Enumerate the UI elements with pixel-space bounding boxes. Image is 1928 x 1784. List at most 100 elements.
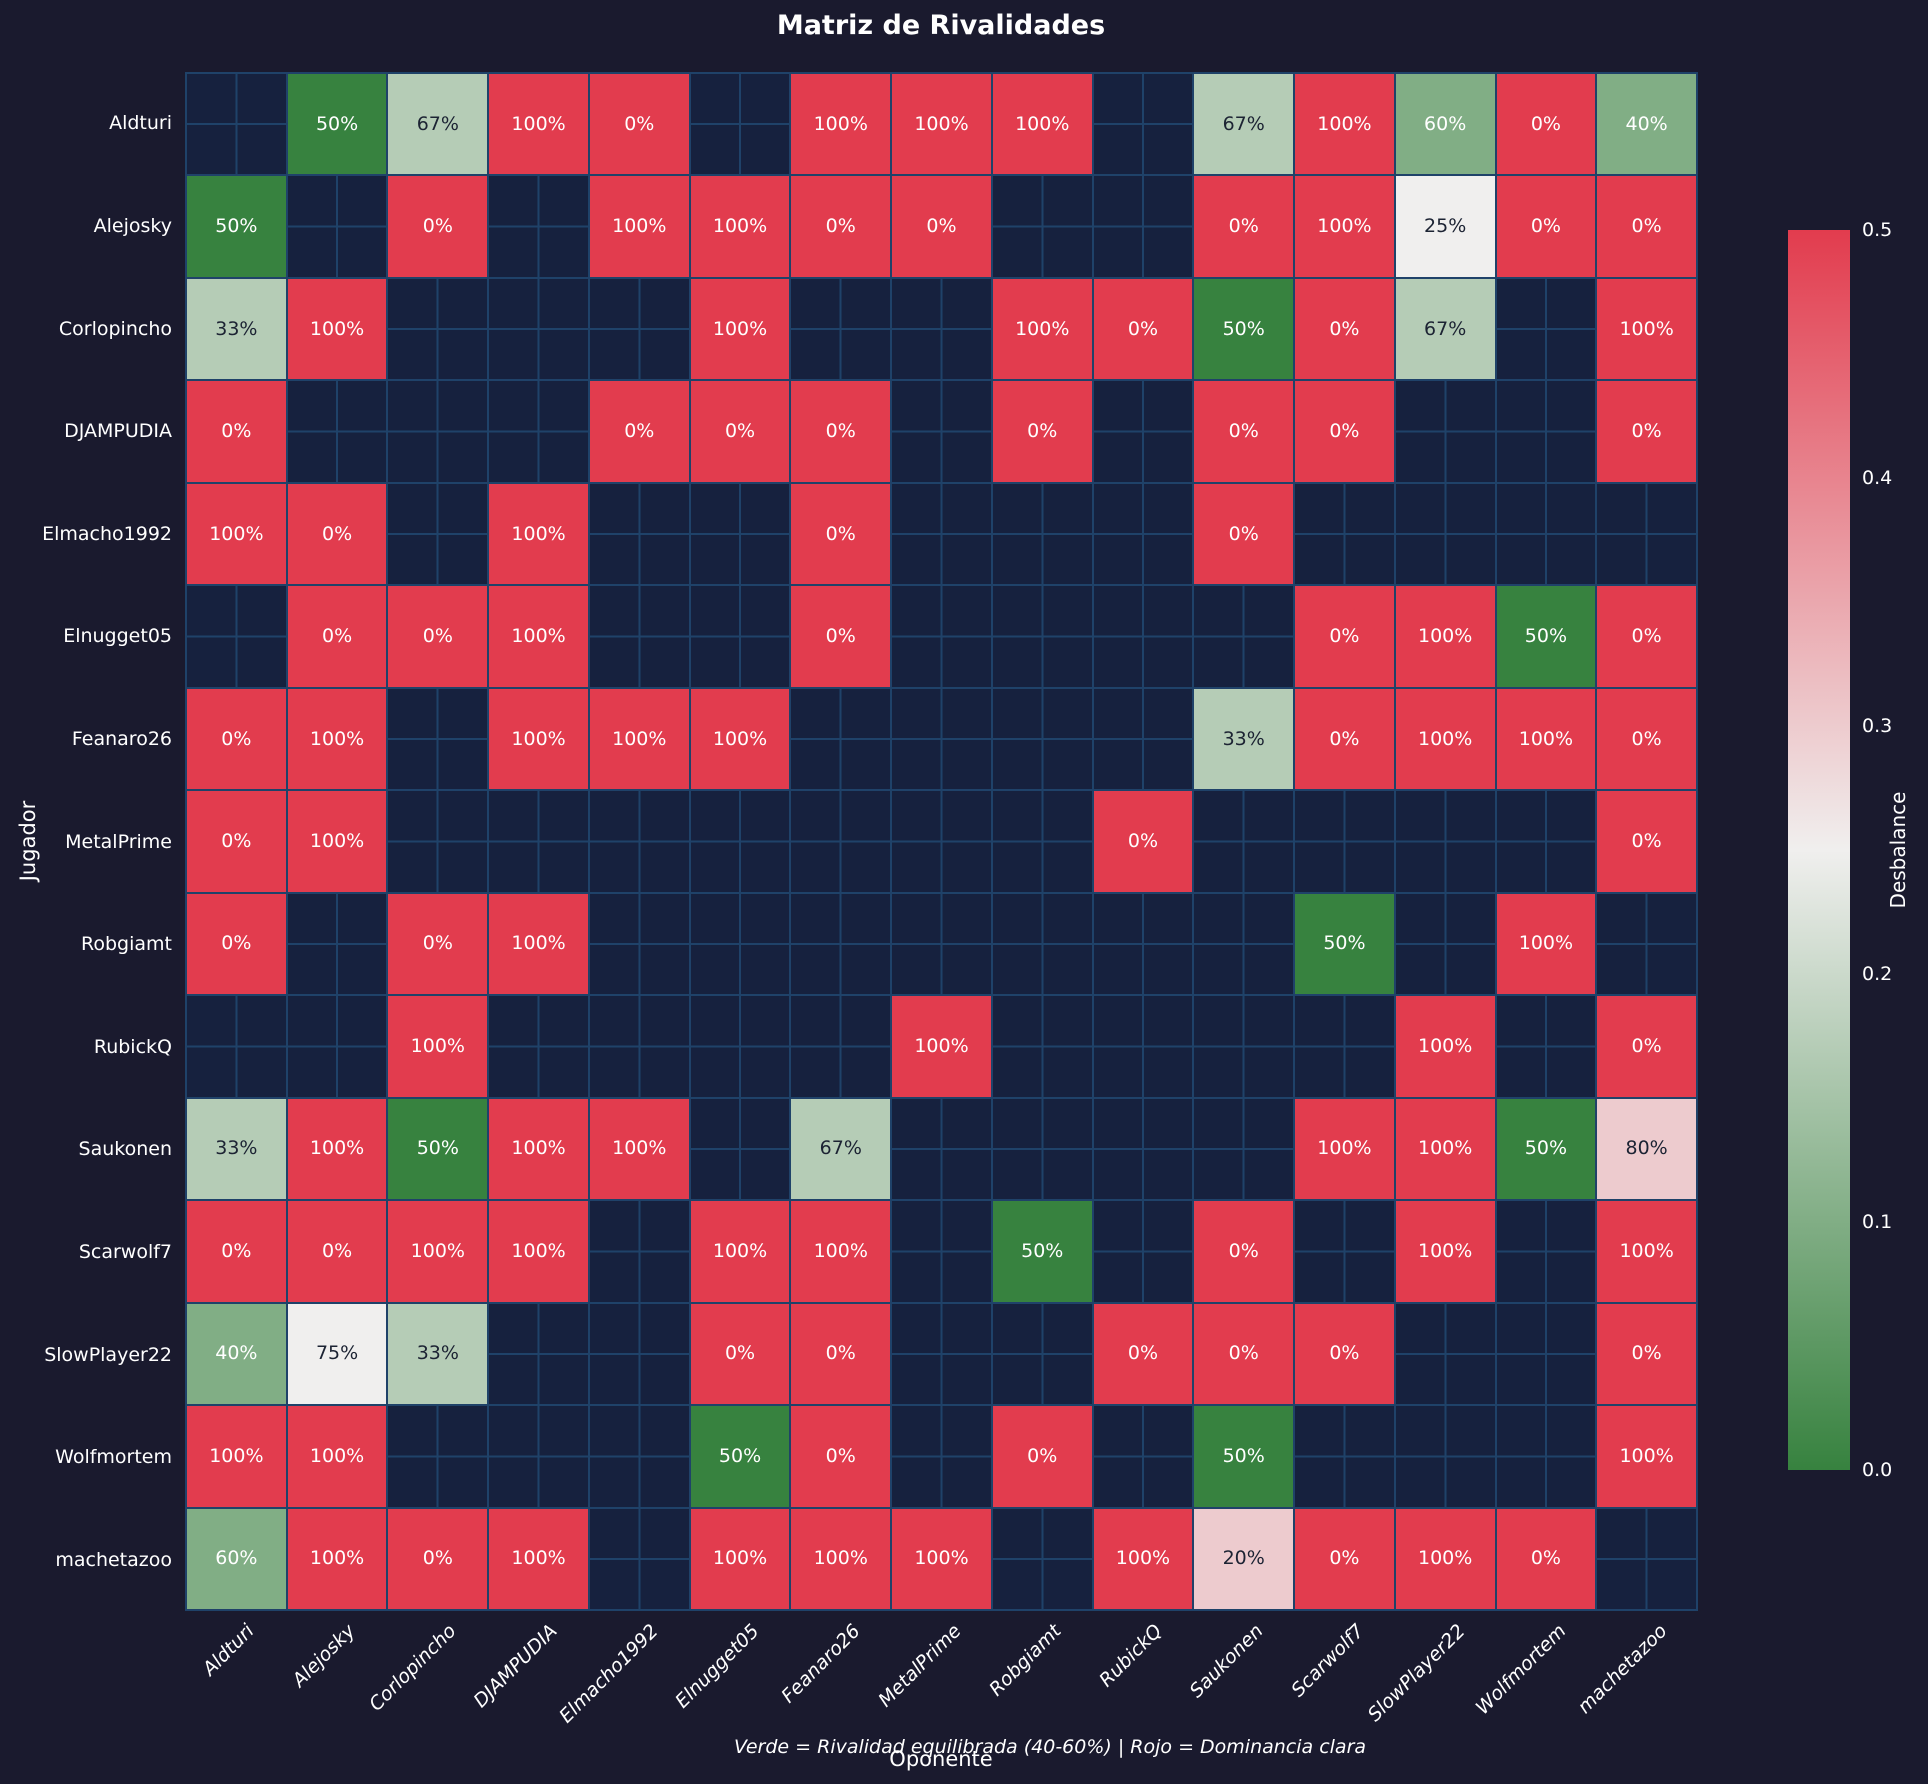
heatmap-cell [589,586,689,687]
heatmap-cell: 0% [791,1406,891,1507]
heatmap-cell: 0% [388,586,488,687]
heatmap-cell: 100% [892,74,991,175]
heatmap-cell: 0% [1295,586,1394,687]
heatmap-cell: 0% [187,791,286,892]
heatmap-cell: 33% [187,278,286,380]
heatmap-cell: 100% [589,176,689,277]
heatmap-cell: 50% [992,1201,1092,1302]
heatmap-grid: 50% 67% 100% 0% 100% 100% 100% 67% 100% 60% 0% 40% 5… [185,72,1698,1611]
heatmap-cell: 100% [388,1201,488,1302]
heatmap-cell [690,893,790,995]
heatmap-cell [1496,483,1596,585]
x-tick-label: Feanaro26 [776,1620,865,1708]
heatmap-cell: 50% [388,1098,488,1200]
heatmap-cell: 100% [690,176,790,277]
heatmap-cell [1395,1303,1495,1405]
heatmap-cell: 0% [892,176,991,277]
heatmap-cell: 100% [187,1406,286,1507]
heatmap-cell: 100% [1395,688,1495,790]
heatmap-cell [589,893,689,995]
heatmap-cell [892,1303,991,1405]
heatmap-cell: 0% [1093,278,1193,380]
heatmap-cell [1395,791,1495,892]
heatmap-cell [1093,996,1193,1097]
x-tick-label: DJAMPUDIA [469,1620,562,1713]
heatmap-cell [1395,893,1495,995]
heatmap-cell [1093,74,1193,175]
heatmap-cell [388,791,488,892]
heatmap-cell: 40% [1597,74,1696,175]
heatmap-cell: 50% [187,176,286,277]
heatmap-cell: 100% [287,688,387,790]
heatmap-cell [589,483,689,585]
y-tick-label: SlowPlayer22 [44,1343,172,1366]
heatmap-cell [388,483,488,585]
heatmap-cell: 0% [690,381,790,482]
heatmap-cell [388,278,488,380]
heatmap-cell [287,996,387,1097]
y-tick-label: machetazoo [55,1548,172,1571]
heatmap-cell: 50% [1496,1098,1596,1200]
x-tick-label: Corlopincho [365,1620,461,1716]
caption-legend-note: Verde = Rivalidad equilibrada (40-60%) |… [733,1736,1367,1758]
heatmap-cell: 0% [589,381,689,482]
heatmap-cell [489,381,588,482]
x-tick-label: Aldturi [198,1620,259,1681]
heatmap-cell: 0% [1496,176,1596,277]
heatmap-cell: 0% [1093,1303,1193,1405]
y-axis-tick-labels: Aldturi Alejosky Corlopincho DJAMPUDIA Elmac… [0,72,172,1611]
heatmap-cell [1496,791,1596,892]
heatmap-cell: 100% [1496,893,1596,995]
x-tick-label: Saukonen [1185,1620,1268,1703]
heatmap-cell: 0% [589,74,689,175]
heatmap-cell [892,1406,991,1507]
heatmap-cell: 0% [1295,1303,1394,1405]
x-axis-title: Oponente [889,1747,993,1771]
heatmap-cell: 100% [489,586,588,687]
heatmap-cell [287,381,387,482]
heatmap-cell: 40% [187,1303,286,1405]
heatmap-cell: 0% [1093,791,1193,892]
x-tick-label: Alejosky [288,1620,360,1692]
heatmap-cell [1295,996,1394,1097]
heatmap-cell [992,893,1092,995]
heatmap-cell [992,483,1092,585]
heatmap-cell [388,688,488,790]
heatmap-cell: 100% [489,1508,588,1609]
colorbar-tick-label: 0.1 [1862,1211,1893,1233]
heatmap-cell [1295,1406,1394,1507]
colorbar-gradient [1788,230,1850,1470]
heatmap-cell [1496,1303,1596,1405]
heatmap-cell [1194,893,1294,995]
heatmap-cell [489,1406,588,1507]
heatmap-cell: 0% [1295,1508,1394,1609]
heatmap-cell: 100% [892,1508,991,1609]
x-tick-label: Scarwolf7 [1287,1620,1369,1702]
heatmap-cell: 0% [187,1201,286,1302]
heatmap-cell [1093,688,1193,790]
heatmap-cell: 100% [1395,996,1495,1097]
heatmap-cell [892,688,991,790]
y-tick-label: Scarwolf7 [78,1240,172,1263]
heatmap-cell: 67% [1194,74,1294,175]
heatmap-cell [1295,1201,1394,1302]
x-tick-label: Elnugget05 [670,1620,764,1713]
heatmap-cell [489,176,588,277]
heatmap-cell: 60% [1395,74,1495,175]
x-tick-label: RubickQ [1095,1620,1167,1692]
heatmap-cell: 0% [287,1201,387,1302]
heatmap-cell: 100% [589,688,689,790]
x-tick-label: Robgiamt [985,1620,1066,1701]
heatmap-cell [1194,586,1294,687]
x-tick-label: SlowPlayer22 [1363,1620,1470,1726]
heatmap-cell: 100% [791,1508,891,1609]
heatmap-cell: 25% [1395,176,1495,277]
heatmap-cell [892,586,991,687]
heatmap-cell: 0% [1295,381,1394,482]
heatmap-cell: 100% [690,1201,790,1302]
heatmap-cell: 0% [1194,483,1294,585]
heatmap-cell [1496,996,1596,1097]
y-tick-label: Robgiamt [81,933,172,956]
heatmap-cell [1395,483,1495,585]
heatmap-cell: 67% [1395,278,1495,380]
